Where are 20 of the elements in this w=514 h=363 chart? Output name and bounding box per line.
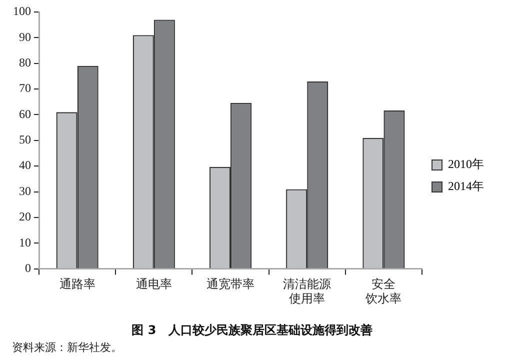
text: 资料来源：新华社发。 xyxy=(12,340,123,355)
x-tick-label: 通电率 xyxy=(136,277,172,292)
x-tick-label: 清洁能源使用率 xyxy=(283,277,332,306)
legend-label: 2010年 xyxy=(448,157,484,172)
y-tick-label: 60 xyxy=(19,106,31,121)
x-tick-label: 通路率 xyxy=(59,277,96,292)
y-tick-label: 20 xyxy=(19,210,31,224)
x-tick-label: 安全饮水率 xyxy=(364,277,402,306)
y-tick-label: 50 xyxy=(19,132,31,147)
y-tick-label: 70 xyxy=(19,81,31,96)
x-tick-label: 通宽带率 xyxy=(206,277,254,292)
y-tick-label: 100 xyxy=(13,4,31,18)
y-tick-label: 30 xyxy=(19,184,31,198)
y-tick-label: 10 xyxy=(19,235,31,250)
y-tick-label: 40 xyxy=(19,158,31,172)
y-tick-label: 90 xyxy=(19,30,31,44)
legend-label: 2014年 xyxy=(448,179,484,194)
y-tick-label: 80 xyxy=(19,56,31,70)
text: 图 3 人口较少民族聚居区基础设施得到改善 xyxy=(132,322,372,337)
y-tick-label: 0 xyxy=(25,260,31,275)
